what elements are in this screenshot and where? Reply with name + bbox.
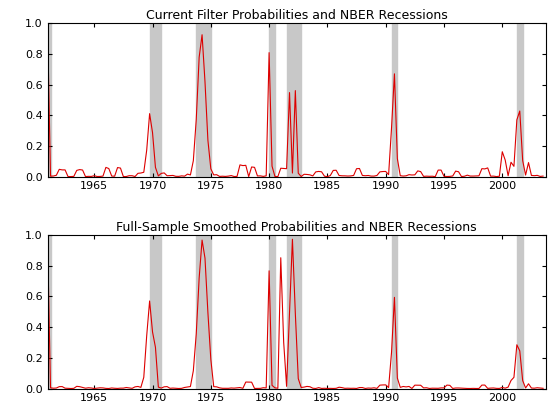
Bar xyxy=(196,235,211,388)
Bar xyxy=(269,23,275,177)
Bar xyxy=(391,235,398,388)
Bar xyxy=(150,235,161,388)
Bar xyxy=(517,235,522,388)
Bar xyxy=(196,23,211,177)
Bar xyxy=(150,23,161,177)
Title: Full-Sample Smoothed Probabilities and NBER Recessions: Full-Sample Smoothed Probabilities and N… xyxy=(116,221,477,234)
Bar xyxy=(45,23,50,177)
Bar xyxy=(45,235,50,388)
Bar xyxy=(269,235,275,388)
Title: Current Filter Probabilities and NBER Recessions: Current Filter Probabilities and NBER Re… xyxy=(146,9,447,22)
Bar xyxy=(517,23,522,177)
Bar xyxy=(287,235,301,388)
Bar xyxy=(391,23,398,177)
Bar xyxy=(287,23,301,177)
